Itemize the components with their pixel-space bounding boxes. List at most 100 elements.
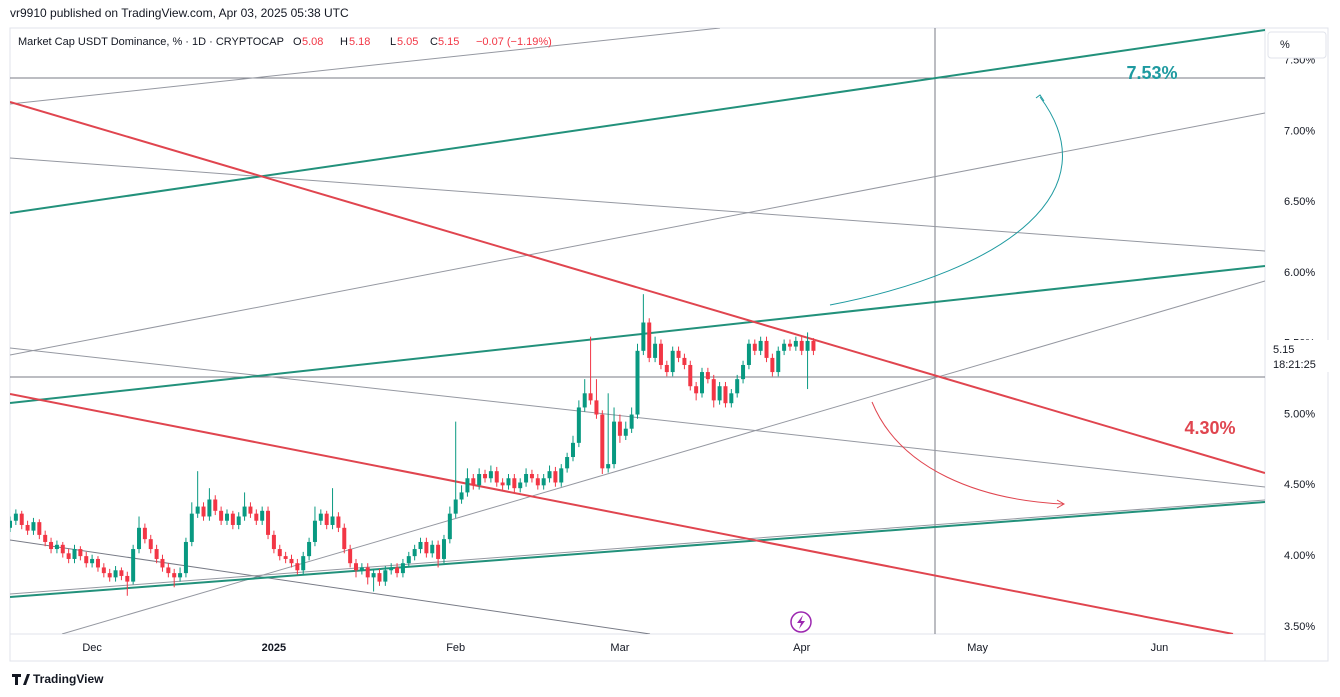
candle-body xyxy=(336,516,341,528)
candle-body xyxy=(172,573,177,578)
x-tick-label: Feb xyxy=(446,642,465,654)
arrow-head xyxy=(1056,499,1066,509)
candle-body xyxy=(729,393,734,404)
candle-body xyxy=(647,322,652,358)
candle-body xyxy=(623,428,628,436)
candle-body xyxy=(412,549,417,557)
candle-body xyxy=(764,340,769,358)
candle-body xyxy=(787,343,792,347)
candle-body xyxy=(676,350,681,358)
candle-body xyxy=(424,541,429,554)
candle-body xyxy=(236,516,241,525)
x-tick-label: May xyxy=(967,642,988,654)
scale-button[interactable] xyxy=(1267,31,1327,59)
candle-body xyxy=(459,492,464,500)
candle-body xyxy=(529,474,534,479)
candle-body xyxy=(189,513,194,542)
candle-body xyxy=(389,567,394,571)
candle-body xyxy=(90,558,95,564)
candle-body xyxy=(242,506,247,517)
candle-body xyxy=(37,522,42,535)
candle-body xyxy=(453,499,458,514)
candle-body xyxy=(348,549,353,564)
y-tick-label: 3.50% xyxy=(1284,621,1315,633)
candle-body xyxy=(653,343,658,358)
candle-body xyxy=(318,513,323,521)
candle-body xyxy=(154,549,159,559)
candle-body xyxy=(406,556,411,564)
green-trend-line xyxy=(10,29,1265,214)
y-tick-label: 6.50% xyxy=(1284,196,1315,208)
candle-body xyxy=(49,541,54,550)
ohlc-letter: C xyxy=(430,36,438,48)
y-tick-label: 7.00% xyxy=(1284,125,1315,137)
candle-body xyxy=(266,510,271,535)
candle-body xyxy=(354,563,359,571)
candle-body xyxy=(694,386,699,394)
candle-body xyxy=(664,364,669,373)
x-tick-label: Jun xyxy=(1151,642,1169,654)
y-tick-label: 4.00% xyxy=(1284,550,1315,562)
candle-body xyxy=(213,499,218,511)
candle-body xyxy=(518,482,523,489)
trend-line xyxy=(10,539,651,634)
candle-body xyxy=(101,567,106,574)
candle-body xyxy=(13,513,18,521)
scale-button-label[interactable]: % xyxy=(1280,39,1290,51)
curved-arrow xyxy=(871,401,1064,505)
candle-body xyxy=(342,527,347,550)
candle-body xyxy=(60,544,65,554)
footer-brand: TradingView xyxy=(33,672,104,686)
candle-body xyxy=(588,393,593,401)
candle-body xyxy=(271,534,276,550)
candle-body xyxy=(400,563,405,574)
candle-body xyxy=(224,513,229,521)
candle-body xyxy=(418,541,423,550)
candle-body xyxy=(465,478,470,493)
ohlc-value: 5.08 xyxy=(302,36,323,48)
candle-body xyxy=(711,379,716,401)
candle-body xyxy=(330,516,335,525)
logo xyxy=(12,674,30,685)
red-trend-line xyxy=(10,393,1234,634)
ohlc-value: 5.18 xyxy=(349,36,370,48)
candle-body xyxy=(541,478,546,486)
candle-body xyxy=(365,567,370,578)
candle-body xyxy=(688,364,693,387)
candle-body xyxy=(72,549,77,559)
candle-body xyxy=(741,364,746,380)
trend-line xyxy=(10,157,1265,252)
candle-body xyxy=(746,343,751,365)
change: −0.07 (−1.19%) xyxy=(476,36,552,48)
candle-body xyxy=(436,544,441,559)
candles xyxy=(10,294,816,596)
candle-body xyxy=(477,474,482,486)
candle-body xyxy=(752,343,757,351)
candle-body xyxy=(735,379,740,394)
candle-body xyxy=(600,414,605,469)
candle-body xyxy=(301,556,306,571)
candle-body xyxy=(277,549,282,557)
ohlc-value: 5.15 xyxy=(438,36,459,48)
candle-body xyxy=(582,393,587,408)
curved-arrow xyxy=(829,96,1063,306)
candle-body xyxy=(770,357,775,373)
lightning xyxy=(797,615,805,629)
candle-body xyxy=(131,549,136,582)
candle-body xyxy=(195,506,200,514)
x-tick-label: 2025 xyxy=(262,642,286,654)
candle-body xyxy=(793,340,798,347)
candle-body xyxy=(312,520,317,542)
candle-body xyxy=(248,506,253,514)
ohlc-letter: O xyxy=(293,36,302,48)
candle-body xyxy=(553,471,558,483)
annotation: 4.30% xyxy=(1184,418,1235,438)
candle-body xyxy=(84,556,89,564)
candle-body xyxy=(535,478,540,486)
candle-body xyxy=(594,400,599,415)
candle-body xyxy=(219,510,224,521)
candle-body xyxy=(78,549,83,557)
candle-body xyxy=(641,322,646,351)
candle-body xyxy=(494,471,499,483)
